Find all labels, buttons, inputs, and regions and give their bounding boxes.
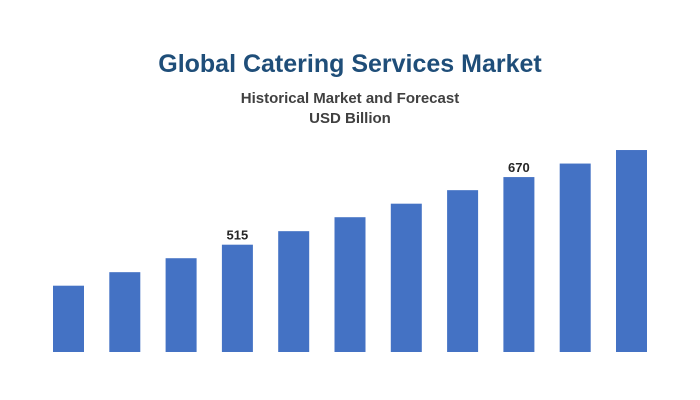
- bar: [221, 244, 253, 352]
- bar: [559, 163, 591, 352]
- chart-title: Global Catering Services Market: [158, 50, 542, 78]
- bar: [278, 231, 310, 352]
- bar: [616, 150, 647, 352]
- chart-subtitle: Historical Market and Forecast: [240, 90, 460, 107]
- bar: [334, 217, 366, 352]
- bar: [53, 285, 84, 352]
- bar: [447, 190, 479, 352]
- chart-unit: USD Billion: [309, 110, 391, 127]
- data-label: 670: [508, 160, 530, 175]
- data-label: 515: [227, 228, 249, 243]
- bar: [390, 203, 422, 352]
- bar: [503, 177, 535, 352]
- bar: [109, 272, 141, 352]
- bar: [165, 258, 197, 352]
